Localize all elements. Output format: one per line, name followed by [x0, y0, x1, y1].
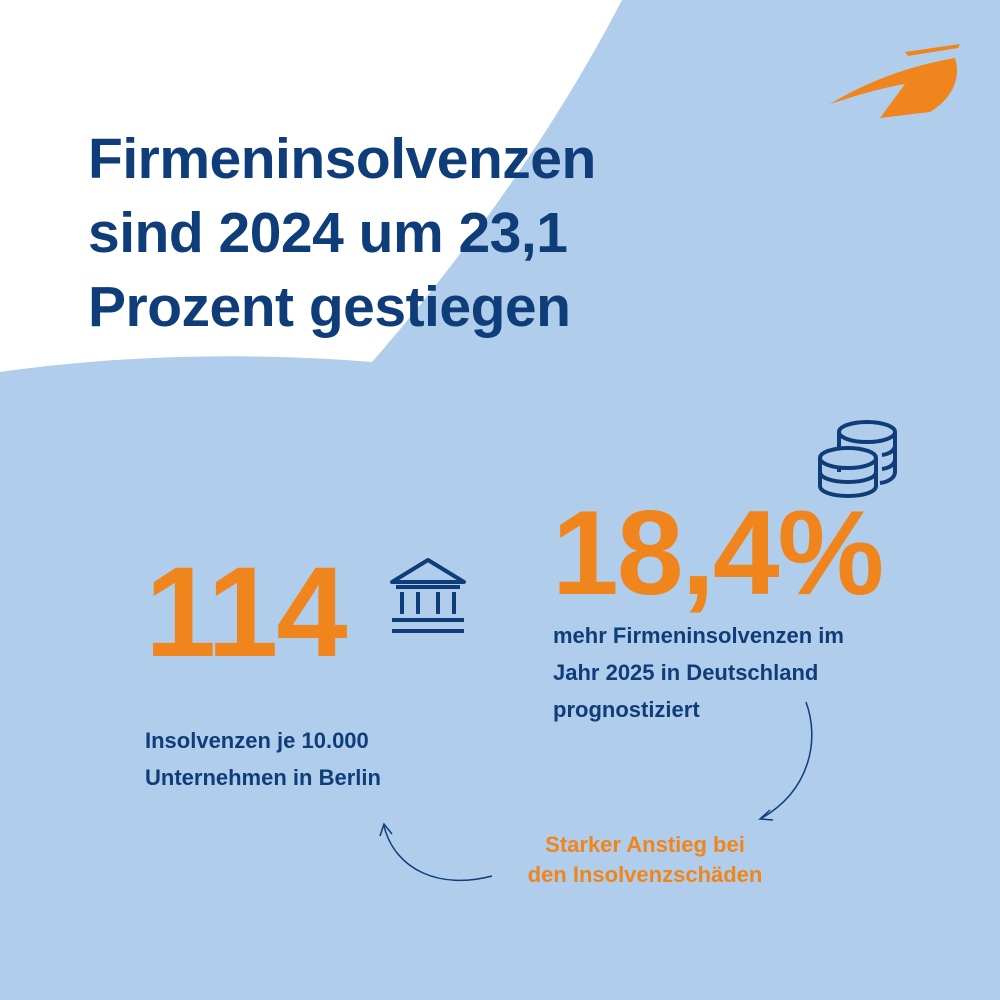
title-line: Prozent gestiegen	[88, 275, 571, 339]
note-line: den Insolvenzschäden	[527, 862, 763, 887]
caption-line: Jahr 2025 in Deutschland	[553, 660, 819, 685]
damage-note: Starker Anstieg bei den Insolvenzschäden	[470, 830, 820, 890]
arrow-right	[758, 701, 813, 821]
caption-line: Unternehmen in Berlin	[145, 765, 381, 790]
caption-line: Insolvenzen je 10.000	[145, 728, 369, 753]
title-line: Firmeninsolvenzen	[88, 127, 596, 191]
title-line: sind 2024 um 23,1	[88, 201, 568, 265]
caption-line: mehr Firmeninsolvenzen im	[553, 623, 844, 648]
bank-icon	[390, 558, 466, 633]
germany-stat-caption: mehr Firmeninsolvenzen im Jahr 2025 in D…	[553, 617, 844, 728]
logo	[830, 44, 960, 118]
coins-icon	[818, 420, 897, 499]
berlin-stat-caption: Insolvenzen je 10.000 Unternehmen in Ber…	[145, 722, 381, 796]
page-title: Firmeninsolvenzen sind 2024 um 23,1 Proz…	[88, 122, 596, 344]
caption-line: prognostiziert	[553, 697, 700, 722]
berlin-stat-value: 114	[145, 541, 347, 684]
white-corner-shape	[0, 0, 622, 372]
note-line: Starker Anstieg bei	[545, 832, 745, 857]
arrow-left	[379, 822, 493, 882]
germany-stat-value: 18,4%	[552, 486, 884, 620]
